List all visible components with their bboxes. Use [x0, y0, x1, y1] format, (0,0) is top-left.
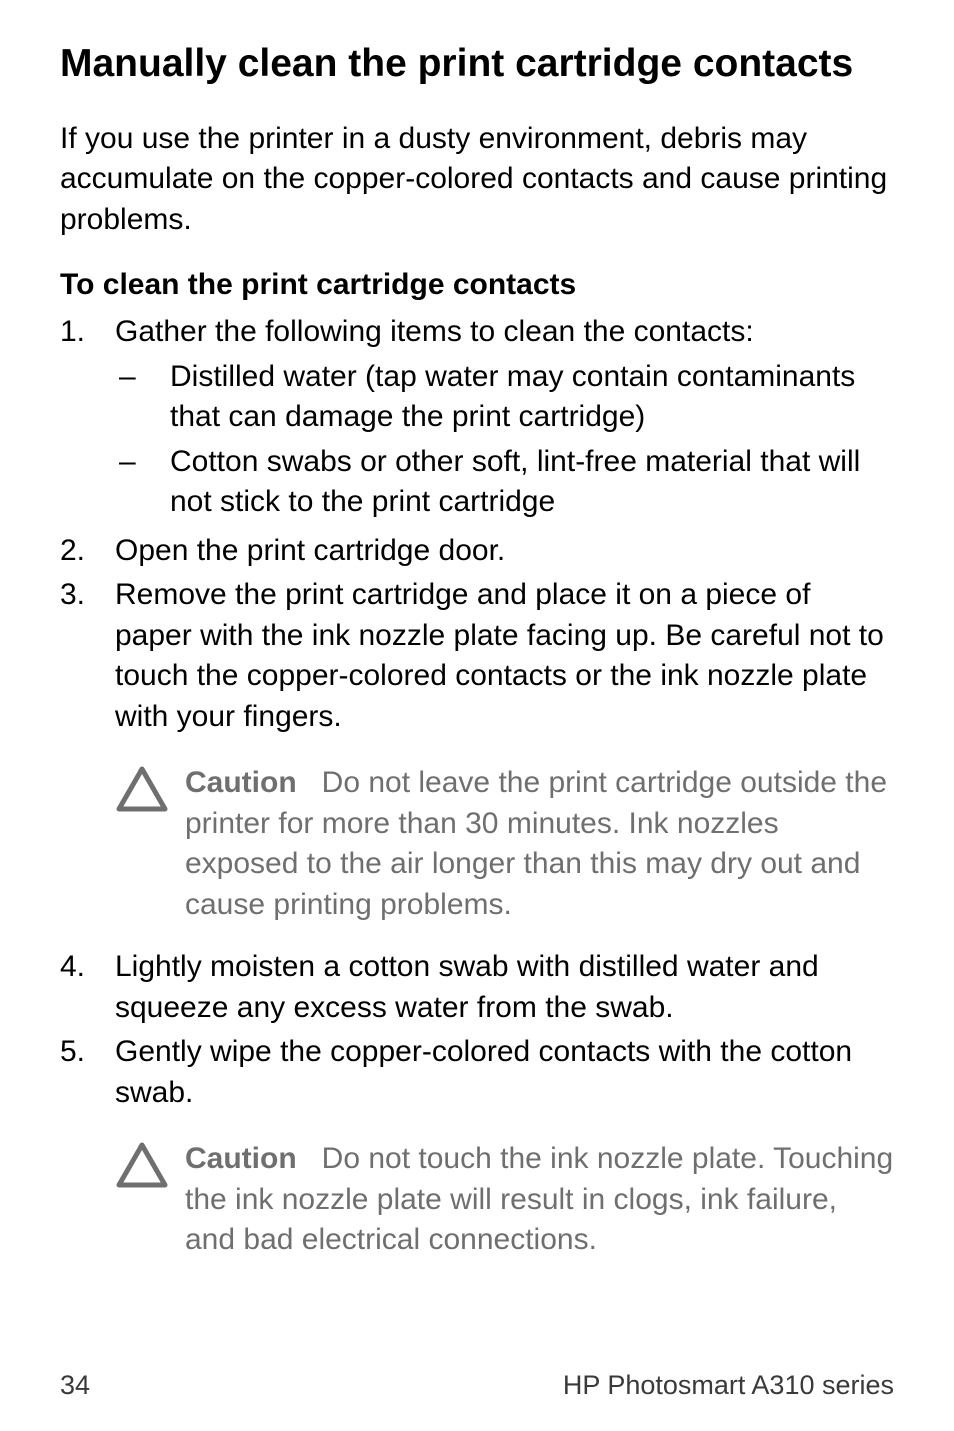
sublist-item: – Distilled water (tap water may contain…	[115, 357, 894, 438]
step-number: 1.	[60, 312, 115, 527]
caution-icon	[115, 1139, 185, 1261]
step-text: Gently wipe the copper-colored contacts …	[115, 1032, 894, 1113]
page-footer: 34 HP Photosmart A310 series	[60, 1330, 894, 1401]
caution-label: Caution	[185, 766, 297, 799]
step-text: Open the print cartridge door.	[115, 531, 894, 572]
steps-list-2: 4. Lightly moisten a cotton swab with di…	[60, 947, 894, 1117]
caution-label: Caution	[185, 1142, 297, 1175]
dash-marker: –	[115, 357, 170, 438]
step-sublist: – Distilled water (tap water may contain…	[115, 357, 894, 523]
caution-block-1: Caution Do not leave the print cartridge…	[115, 763, 894, 925]
step-item: 1. Gather the following items to clean t…	[60, 312, 894, 527]
procedure-heading: To clean the print cartridge contacts	[60, 268, 894, 302]
dash-marker: –	[115, 442, 170, 523]
step-item: 4. Lightly moisten a cotton swab with di…	[60, 947, 894, 1028]
steps-list-1: 1. Gather the following items to clean t…	[60, 312, 894, 741]
step-text: Lightly moisten a cotton swab with disti…	[115, 947, 894, 1028]
step-number: 2.	[60, 531, 115, 572]
step-item: 2. Open the print cartridge door.	[60, 531, 894, 572]
step-number: 3.	[60, 575, 115, 737]
sublist-item: – Cotton swabs or other soft, lint-free …	[115, 442, 894, 523]
step-number: 4.	[60, 947, 115, 1028]
step-number: 5.	[60, 1032, 115, 1113]
page-number: 34	[60, 1370, 90, 1401]
caution-block-2: Caution Do not touch the ink nozzle plat…	[115, 1139, 894, 1261]
step-text: Gather the following items to clean the …	[115, 315, 754, 348]
step-text: Remove the print cartridge and place it …	[115, 575, 894, 737]
step-item: 5. Gently wipe the copper-colored contac…	[60, 1032, 894, 1113]
caution-text: Caution Do not touch the ink nozzle plat…	[185, 1139, 894, 1261]
product-name: HP Photosmart A310 series	[563, 1370, 894, 1401]
caution-icon	[115, 763, 185, 925]
sublist-text: Cotton swabs or other soft, lint-free ma…	[170, 442, 894, 523]
step-item: 3. Remove the print cartridge and place …	[60, 575, 894, 737]
intro-paragraph: If you use the printer in a dusty enviro…	[60, 119, 894, 241]
caution-text: Caution Do not leave the print cartridge…	[185, 763, 894, 925]
page-title: Manually clean the print cartridge conta…	[60, 40, 894, 89]
sublist-text: Distilled water (tap water may contain c…	[170, 357, 894, 438]
